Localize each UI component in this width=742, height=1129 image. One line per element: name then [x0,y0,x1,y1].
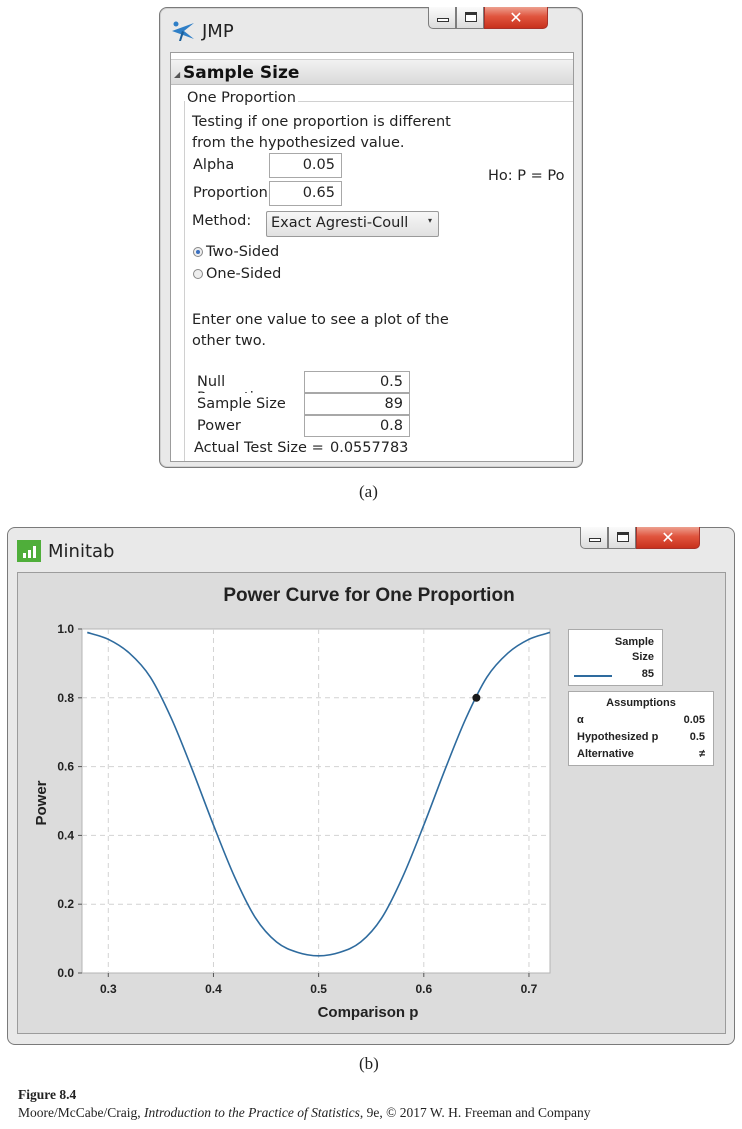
minitab-logo-icon [17,540,41,562]
x-tick-label: 0.6 [415,982,432,996]
method-dropdown[interactable]: Exact Agresti-Coull ▾ [266,211,439,237]
legend-entry: 85 [641,668,654,680]
chart-title: Power Curve for One Proportion [223,585,514,606]
hypothesis-text: Ho: P = Po [488,168,565,184]
window-title: JMP [202,20,234,42]
y-tick-label: 0.6 [57,760,74,774]
radio-unselected-icon [193,269,203,279]
method-selected-value: Exact Agresti-Coull [271,215,409,231]
window-title: Minitab [48,540,115,562]
proportion-input[interactable]: 0.65 [269,181,342,206]
x-tick-label: 0.4 [205,982,222,996]
figure-label: Figure 8.4 [18,1087,77,1102]
dropdown-arrow-icon: ▾ [427,216,432,225]
y-axis-label: Power [33,780,50,825]
close-icon: ✕ [661,528,675,547]
target-power-point [472,693,481,702]
close-button[interactable]: ✕ [484,7,548,29]
power-curve-chart: Power Curve for One Proportion 0.3 0.4 0.5… [33,585,551,1021]
jmp-title-bar: JMP [170,19,234,43]
instruction-line-2: other two. [192,333,267,349]
y-tick-label: 0.0 [57,966,74,980]
caption-b: (b) [359,1054,379,1073]
close-button[interactable]: ✕ [636,527,700,549]
sample-size-input[interactable]: 89 [304,393,410,415]
assumption-alpha-label: α [577,714,584,726]
maximize-icon [465,12,477,22]
maximize-icon [617,532,629,542]
two-sided-radio[interactable]: Two-Sided [193,244,279,260]
caption-a: (a) [359,482,378,501]
y-tick-label: 0.8 [57,691,74,705]
sample-size-legend: Sample Size 85 [568,629,663,686]
jmp-window: JMP ✕ ◢ Sample Size One Proportion Testi… [159,7,583,468]
instruction-line-1: Enter one value to see a plot of the [192,312,449,328]
minitab-title-bar: Minitab [17,540,114,562]
plot-area [81,628,551,974]
credit-book-title: Introduction to the Practice of Statisti… [143,1105,360,1120]
legend-header-line-2: Size [631,651,654,663]
disclosure-triangle-icon[interactable]: ◢ [174,70,181,79]
power-label: Power [192,415,304,437]
minimize-icon [589,538,601,542]
one-sided-radio[interactable]: One-Sided [193,266,281,282]
minimize-button[interactable] [428,7,456,29]
minimize-icon [437,18,449,22]
actual-test-size-label: Actual Test Size = [194,440,324,456]
legend-line-swatch [574,675,612,677]
x-tick-label: 0.7 [521,982,538,996]
graph-pane: Power Curve for One Proportion 0.3 0.4 0.5… [17,572,726,1034]
sample-size-outline[interactable]: ◢ Sample Size [171,59,573,85]
proportion-label: Proportion [193,185,268,201]
assumptions-box: Assumptions α 0.05 Hypothesized p 0.5 Al… [568,691,714,766]
null-proportion-input[interactable]: 0.5 [304,371,410,393]
assumption-hypothesized-label: Hypothesized p [577,731,659,743]
assumption-alternative-value: ≠ [698,748,705,760]
assumption-alternative-label: Alternative [577,748,634,760]
power-curve-line [87,631,550,957]
x-tick-label: 0.5 [310,982,327,996]
one-proportion-group [184,101,573,461]
actual-test-size-value: 0.0557783 [330,440,409,456]
window-controls: ✕ [428,7,548,29]
y-tick-label: 0.2 [57,897,74,911]
credit-authors: Moore/McCabe/Craig, [18,1105,144,1120]
assumption-alpha-value: 0.05 [683,714,705,726]
assumptions-title: Assumptions [606,697,676,709]
description-line-2: from the hypothesized value. [192,135,405,151]
x-axis-label: Comparison p [318,1004,419,1021]
close-icon: ✕ [509,8,523,27]
jmp-logo-icon [172,21,194,41]
description-line-1: Testing if one proportion is different [192,114,451,130]
null-proportion-label: Null Proportion [192,371,304,406]
power-input[interactable]: 0.8 [304,415,410,437]
one-sided-label: One-Sided [206,266,282,282]
alpha-label: Alpha [193,157,235,173]
x-tick-label: 0.3 [100,982,117,996]
jmp-report-pane: ◢ Sample Size One Proportion Testing if … [170,52,574,462]
minitab-window: Minitab ✕ Power Curve for One Proportion… [7,527,735,1045]
legend-header-line-1: Sample [614,636,654,648]
window-controls: ✕ [580,527,700,549]
credit-publisher: , 9e, © 2017 W. H. Freeman and Company [359,1105,591,1120]
y-tick-label: 0.4 [57,828,74,842]
two-sided-label: Two-Sided [206,244,280,260]
assumption-hypothesized-value: 0.5 [689,731,705,743]
maximize-button[interactable] [608,527,636,549]
sample-size-label: Sample Size [192,393,304,415]
y-tick-label: 1.0 [57,622,74,636]
method-label: Method: [192,213,252,229]
figure-credit: Moore/McCabe/Craig, Introduction to the … [18,1105,591,1121]
radio-selected-icon [193,247,203,257]
section-title: Sample Size [183,63,300,83]
group-title: One Proportion [185,90,298,106]
alpha-input[interactable]: 0.05 [269,153,342,178]
maximize-button[interactable] [456,7,484,29]
minimize-button[interactable] [580,527,608,549]
